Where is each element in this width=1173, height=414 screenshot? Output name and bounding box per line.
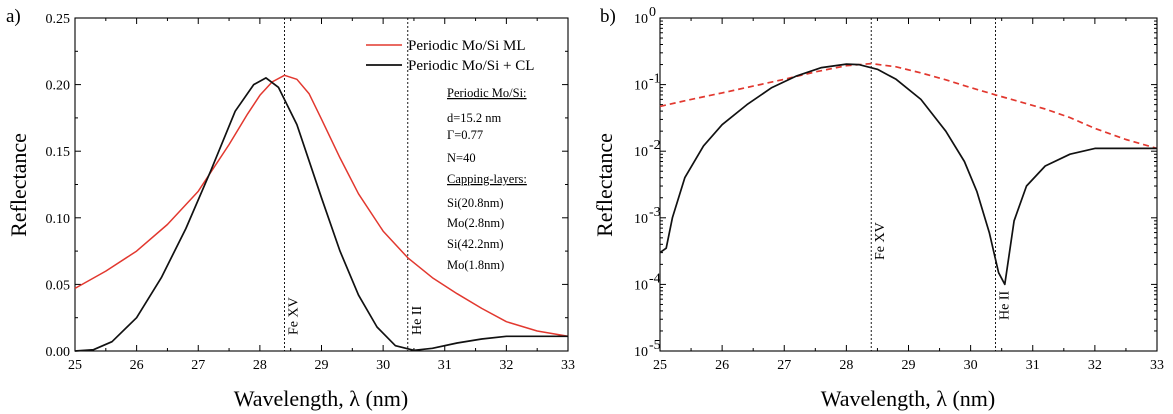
annotation-periodic-header: Periodic Mo/Si: bbox=[447, 86, 527, 100]
y-tick-label: 10 bbox=[634, 345, 648, 360]
x-tick-label: 30 bbox=[964, 358, 978, 373]
x-tick-label: 32 bbox=[499, 358, 513, 373]
panel-a-y-axis-label: Reflectance bbox=[6, 133, 31, 237]
x-tick-label: 32 bbox=[1088, 358, 1102, 373]
y-tick-exponent: -3 bbox=[649, 205, 661, 220]
annotation-gamma: Γ=0.77 bbox=[447, 128, 483, 142]
reference-line-label: Fe XV bbox=[873, 222, 888, 260]
annotation-n: N=40 bbox=[447, 151, 476, 165]
x-tick-label: 26 bbox=[130, 358, 144, 373]
annotation-layer-mo-2: Mo(1.8nm) bbox=[447, 258, 504, 272]
legend-label-periodic-ml: Periodic Mo/Si ML bbox=[408, 38, 526, 54]
panel-a-legend: Periodic Mo/Si ML Periodic Mo/Si + CL bbox=[366, 38, 534, 74]
y-tick-label: 10 bbox=[634, 278, 648, 293]
y-tick-label: 0.05 bbox=[46, 278, 71, 293]
x-tick-label: 25 bbox=[68, 358, 82, 373]
y-tick-label: 0.15 bbox=[46, 145, 71, 160]
annotation-layer-si-1: Si(20.8nm) bbox=[447, 196, 504, 210]
y-tick-label: 10 bbox=[634, 12, 648, 27]
y-tick-base: 10 bbox=[634, 278, 648, 293]
annotation-capping-header: Capping-layers: bbox=[447, 172, 527, 186]
x-tick-label: 28 bbox=[839, 358, 853, 373]
y-tick-base: 10 bbox=[634, 79, 648, 94]
reference-line-label: He II bbox=[997, 291, 1012, 320]
y-tick-label: 0.25 bbox=[46, 12, 71, 27]
y-tick-exponent: -4 bbox=[649, 271, 661, 286]
panel-b-reference-lines: Fe XV He II bbox=[870, 18, 1012, 351]
reference-line-label: Fe XV bbox=[287, 297, 302, 335]
legend-label-periodic-cl: Periodic Mo/Si + CL bbox=[408, 58, 534, 74]
panel-a-x-axis-label: Wavelength, λ (nm) bbox=[234, 386, 408, 411]
x-tick-label: 30 bbox=[376, 358, 390, 373]
x-tick-label: 31 bbox=[1026, 358, 1040, 373]
series-line bbox=[74, 74, 569, 338]
panel-a-label: a) bbox=[6, 6, 21, 27]
series-line bbox=[659, 63, 1157, 286]
y-tick-label: 10 bbox=[634, 79, 648, 94]
panel-b-series bbox=[659, 62, 1158, 286]
y-tick-exponent: 0 bbox=[649, 5, 656, 20]
panel-b-x-axis-label: Wavelength, λ (nm) bbox=[821, 386, 995, 411]
panel-a-reference-lines: Fe XV He II bbox=[284, 18, 425, 351]
x-tick-label: 29 bbox=[315, 358, 329, 373]
y-tick-base: 10 bbox=[634, 145, 648, 160]
panel-b-plot-frame bbox=[659, 17, 1158, 352]
reference-line-label: He II bbox=[410, 306, 425, 335]
y-tick-label: 10 bbox=[634, 145, 648, 160]
panel-a-y-axis: 0.00 0.05 0.10 0.15 0.20 0.25 bbox=[46, 12, 568, 360]
x-tick-label: 33 bbox=[561, 358, 575, 373]
x-tick-label: 31 bbox=[438, 358, 452, 373]
x-tick-label: 29 bbox=[902, 358, 916, 373]
y-tick-exponent: -5 bbox=[649, 338, 661, 353]
series-line bbox=[659, 62, 1158, 150]
y-tick-label: 0.20 bbox=[46, 79, 71, 94]
x-tick-label: 26 bbox=[715, 358, 729, 373]
annotation-layer-si-2: Si(42.2nm) bbox=[447, 237, 504, 251]
y-tick-label: 10 bbox=[634, 212, 648, 227]
x-tick-label: 28 bbox=[253, 358, 267, 373]
panel-a-parameter-annotations: Periodic Mo/Si: d=15.2 nm Γ=0.77 N=40 Ca… bbox=[447, 86, 527, 272]
x-tick-label: 25 bbox=[653, 358, 667, 373]
series-line bbox=[74, 77, 568, 352]
annotation-period: d=15.2 nm bbox=[447, 111, 502, 125]
y-tick-base: 10 bbox=[634, 212, 648, 227]
panel-a-series bbox=[74, 74, 569, 352]
x-tick-label: 33 bbox=[1150, 358, 1164, 373]
x-tick-label: 27 bbox=[777, 358, 791, 373]
y-tick-label: 0.00 bbox=[46, 345, 71, 360]
panel-a-x-axis: 25 26 27 28 29 30 31 32 33 bbox=[68, 18, 575, 373]
y-tick-exponent: -2 bbox=[649, 138, 661, 153]
y-tick-base: 10 bbox=[634, 12, 648, 27]
panel-a: a) 25 26 27 28 29 30 31 32 33 0.000.050.100.150.… bbox=[6, 6, 575, 411]
y-tick-exponent: -1 bbox=[649, 72, 661, 87]
panel-b-y-axis-label: Reflectance bbox=[592, 133, 617, 237]
panel-b-x-axis: 25 26 27 28 29 30 31 32 33 bbox=[653, 18, 1164, 373]
y-tick-base: 10 bbox=[634, 345, 648, 360]
y-tick-label: 0.10 bbox=[46, 212, 71, 227]
panel-b-label: b) bbox=[600, 6, 616, 27]
annotation-layer-mo-1: Mo(2.8nm) bbox=[447, 216, 504, 230]
x-tick-label: 27 bbox=[191, 358, 205, 373]
